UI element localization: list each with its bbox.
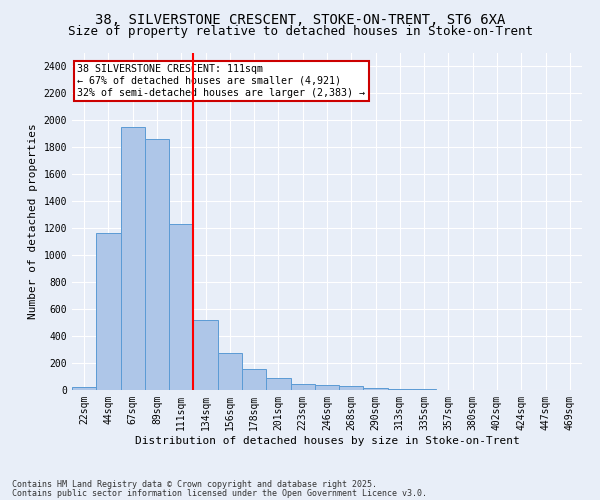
Bar [169, 224, 193, 390]
Text: 38 SILVERSTONE CRESCENT: 111sqm
← 67% of detached houses are smaller (4,921)
32%: 38 SILVERSTONE CRESCENT: 111sqm ← 67% of… [77, 64, 365, 98]
Bar [315, 384, 339, 390]
Bar [145, 139, 169, 390]
Text: Size of property relative to detached houses in Stoke-on-Trent: Size of property relative to detached ho… [67, 25, 533, 38]
Bar [388, 388, 412, 390]
Text: Contains HM Land Registry data © Crown copyright and database right 2025.: Contains HM Land Registry data © Crown c… [12, 480, 377, 489]
Bar [339, 386, 364, 390]
Bar [218, 353, 242, 390]
Y-axis label: Number of detached properties: Number of detached properties [28, 124, 38, 319]
Text: Contains public sector information licensed under the Open Government Licence v3: Contains public sector information licen… [12, 489, 427, 498]
Text: 38, SILVERSTONE CRESCENT, STOKE-ON-TRENT, ST6 6XA: 38, SILVERSTONE CRESCENT, STOKE-ON-TRENT… [95, 12, 505, 26]
Bar [96, 234, 121, 390]
X-axis label: Distribution of detached houses by size in Stoke-on-Trent: Distribution of detached houses by size … [134, 436, 520, 446]
Bar [290, 384, 315, 390]
Bar [193, 320, 218, 390]
Bar [242, 369, 266, 390]
Bar [121, 126, 145, 390]
Bar [72, 386, 96, 390]
Bar [266, 378, 290, 390]
Bar [364, 388, 388, 390]
